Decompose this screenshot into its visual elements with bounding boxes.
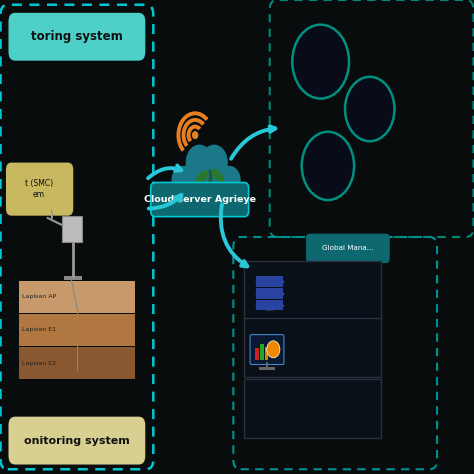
FancyBboxPatch shape	[244, 261, 381, 320]
Ellipse shape	[195, 170, 208, 185]
FancyBboxPatch shape	[63, 216, 82, 242]
Ellipse shape	[256, 301, 283, 310]
Text: Lapisan AP: Lapisan AP	[22, 294, 56, 299]
FancyBboxPatch shape	[9, 13, 146, 61]
FancyBboxPatch shape	[9, 417, 146, 465]
Text: onitoring system: onitoring system	[24, 436, 130, 446]
Circle shape	[302, 132, 354, 200]
Circle shape	[292, 25, 349, 99]
FancyBboxPatch shape	[64, 276, 82, 280]
Circle shape	[267, 341, 280, 358]
Circle shape	[192, 132, 198, 138]
Circle shape	[208, 165, 239, 205]
FancyBboxPatch shape	[256, 276, 283, 287]
Ellipse shape	[256, 290, 283, 298]
Circle shape	[219, 166, 241, 194]
FancyBboxPatch shape	[255, 348, 259, 360]
FancyBboxPatch shape	[151, 182, 248, 217]
FancyBboxPatch shape	[18, 281, 135, 313]
FancyBboxPatch shape	[306, 234, 390, 263]
FancyBboxPatch shape	[6, 163, 73, 216]
Ellipse shape	[256, 278, 283, 286]
FancyBboxPatch shape	[18, 314, 135, 346]
Circle shape	[185, 150, 227, 205]
FancyBboxPatch shape	[264, 347, 268, 360]
Circle shape	[186, 145, 213, 181]
Circle shape	[173, 165, 204, 205]
FancyBboxPatch shape	[259, 367, 275, 370]
Circle shape	[39, 207, 53, 224]
FancyBboxPatch shape	[256, 300, 283, 310]
Circle shape	[345, 77, 394, 141]
Text: Lapisan E1: Lapisan E1	[22, 328, 56, 332]
Ellipse shape	[211, 169, 224, 182]
FancyBboxPatch shape	[250, 335, 284, 365]
FancyBboxPatch shape	[18, 347, 135, 379]
FancyBboxPatch shape	[260, 344, 264, 360]
Text: Lapisan E2: Lapisan E2	[22, 361, 56, 365]
Text: toring system: toring system	[31, 30, 123, 44]
Text: Cloud server Agrieye: Cloud server Agrieye	[144, 195, 256, 204]
Text: Global Mana...: Global Mana...	[322, 246, 374, 251]
FancyBboxPatch shape	[256, 288, 283, 299]
Circle shape	[200, 145, 228, 181]
Circle shape	[172, 166, 193, 194]
FancyBboxPatch shape	[244, 318, 381, 377]
FancyBboxPatch shape	[244, 379, 381, 438]
Text: t (SMC)
em: t (SMC) em	[25, 180, 53, 199]
